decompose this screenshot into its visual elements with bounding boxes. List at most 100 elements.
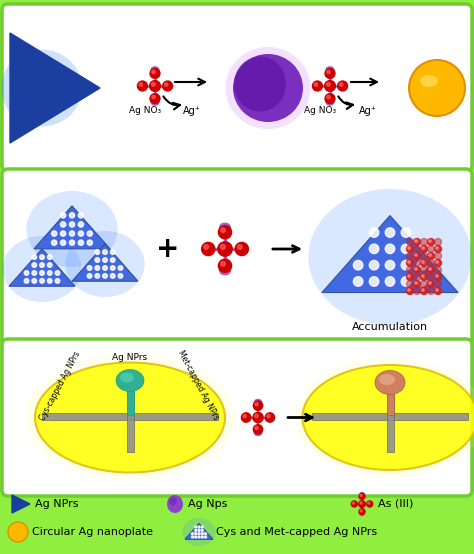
Circle shape <box>218 242 232 256</box>
Circle shape <box>408 289 410 291</box>
Circle shape <box>103 266 107 270</box>
Circle shape <box>69 222 75 227</box>
Ellipse shape <box>254 399 262 406</box>
Circle shape <box>339 83 343 86</box>
Circle shape <box>241 413 251 422</box>
Circle shape <box>327 70 330 74</box>
Circle shape <box>415 240 417 242</box>
Circle shape <box>401 276 410 286</box>
Circle shape <box>407 266 413 274</box>
Circle shape <box>219 259 232 273</box>
Circle shape <box>359 493 365 499</box>
Circle shape <box>191 533 193 535</box>
Text: As (III): As (III) <box>378 499 413 509</box>
Circle shape <box>150 69 160 78</box>
Circle shape <box>407 274 413 280</box>
Circle shape <box>436 275 438 277</box>
Circle shape <box>428 253 435 259</box>
Circle shape <box>198 529 200 531</box>
FancyBboxPatch shape <box>2 339 472 496</box>
Polygon shape <box>10 33 100 143</box>
Circle shape <box>69 213 75 218</box>
Circle shape <box>32 255 36 259</box>
Text: Cys and Met-capped Ag NPrs: Cys and Met-capped Ag NPrs <box>216 527 377 537</box>
Circle shape <box>78 231 83 236</box>
Text: Accumulation: Accumulation <box>352 322 428 332</box>
Circle shape <box>87 240 92 245</box>
Circle shape <box>325 80 336 91</box>
Circle shape <box>327 95 330 99</box>
Circle shape <box>368 502 370 504</box>
Ellipse shape <box>2 236 82 302</box>
Circle shape <box>428 274 435 280</box>
Polygon shape <box>34 206 110 249</box>
Circle shape <box>385 244 395 254</box>
Circle shape <box>95 266 100 270</box>
Circle shape <box>325 94 335 104</box>
Circle shape <box>95 250 100 254</box>
Circle shape <box>407 280 413 288</box>
Text: +: + <box>156 235 180 263</box>
Ellipse shape <box>35 362 225 473</box>
Ellipse shape <box>326 66 335 73</box>
Circle shape <box>47 255 52 259</box>
Circle shape <box>429 282 431 284</box>
Ellipse shape <box>219 223 231 232</box>
Circle shape <box>95 274 100 278</box>
Circle shape <box>325 69 335 78</box>
Circle shape <box>95 258 100 263</box>
Circle shape <box>429 240 431 242</box>
Ellipse shape <box>302 365 474 470</box>
Circle shape <box>413 274 420 280</box>
Circle shape <box>204 245 209 249</box>
Circle shape <box>78 213 83 218</box>
Bar <box>387 387 394 452</box>
Circle shape <box>415 254 417 256</box>
Ellipse shape <box>169 496 177 505</box>
Circle shape <box>220 244 225 249</box>
Circle shape <box>255 427 258 430</box>
Circle shape <box>52 240 57 245</box>
Circle shape <box>198 533 200 535</box>
Circle shape <box>413 259 420 266</box>
Circle shape <box>435 288 441 295</box>
Circle shape <box>420 266 428 274</box>
Text: Ag NPrs: Ag NPrs <box>35 499 79 509</box>
Circle shape <box>110 266 115 270</box>
Bar <box>127 387 134 452</box>
Ellipse shape <box>65 231 145 297</box>
Circle shape <box>87 274 92 278</box>
Circle shape <box>32 279 36 283</box>
Circle shape <box>195 529 197 531</box>
Circle shape <box>110 250 115 254</box>
Circle shape <box>367 501 373 507</box>
Circle shape <box>195 526 197 528</box>
Ellipse shape <box>233 54 303 122</box>
Ellipse shape <box>359 512 365 516</box>
Circle shape <box>359 509 365 515</box>
Ellipse shape <box>234 57 286 111</box>
Circle shape <box>152 70 155 74</box>
Circle shape <box>32 271 36 275</box>
Circle shape <box>408 261 410 263</box>
Circle shape <box>78 222 83 227</box>
Circle shape <box>369 228 379 237</box>
Circle shape <box>267 414 270 418</box>
Circle shape <box>40 279 44 283</box>
Circle shape <box>164 83 168 86</box>
Circle shape <box>417 276 427 286</box>
FancyBboxPatch shape <box>2 4 472 171</box>
Circle shape <box>198 536 200 538</box>
Ellipse shape <box>116 370 144 392</box>
Ellipse shape <box>182 518 216 546</box>
Polygon shape <box>9 249 75 286</box>
Circle shape <box>61 222 66 227</box>
Ellipse shape <box>226 47 310 129</box>
Bar <box>127 382 134 414</box>
Polygon shape <box>72 244 138 281</box>
Ellipse shape <box>219 266 231 275</box>
Circle shape <box>139 83 143 86</box>
Circle shape <box>435 274 441 280</box>
Circle shape <box>40 271 44 275</box>
Circle shape <box>255 414 258 418</box>
